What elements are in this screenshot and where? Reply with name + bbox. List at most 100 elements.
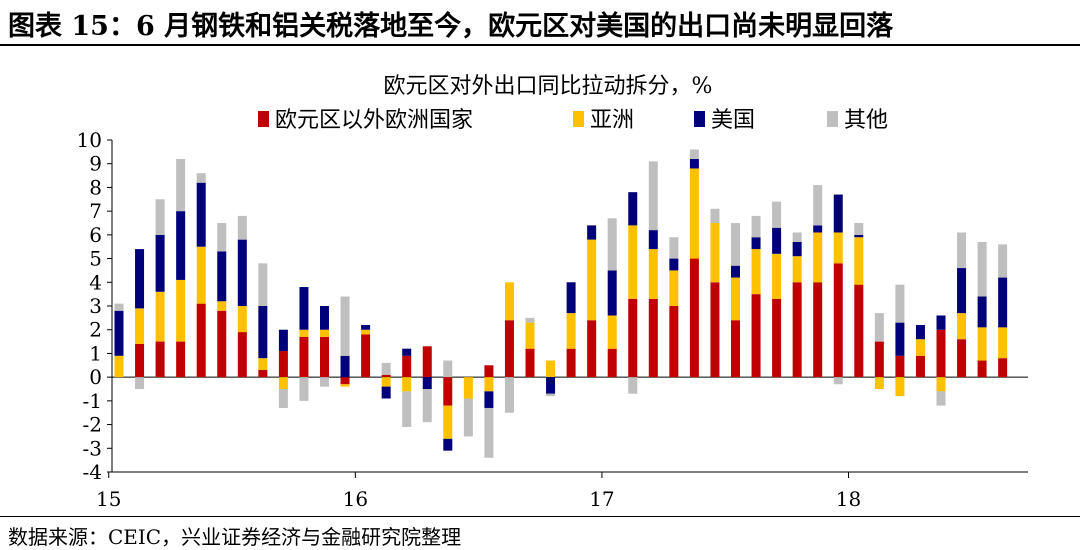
legend-label-3: 其他: [844, 108, 888, 133]
y-tick-label: 6: [89, 223, 102, 247]
bar-segment: [258, 370, 268, 378]
bar-segment: [443, 438, 453, 451]
bar-segment: [936, 315, 946, 330]
bar-segment: [628, 225, 638, 299]
bar-segment: [176, 341, 186, 378]
bar-segment: [299, 287, 309, 330]
bar-segment: [936, 377, 946, 392]
bar-segment: [196, 246, 206, 304]
bar-segment: [731, 265, 740, 278]
y-tick-label: 4: [89, 270, 102, 294]
bar-segment: [217, 301, 227, 311]
bar-segment: [114, 310, 124, 356]
bar-segment: [772, 201, 782, 228]
bar-segment: [710, 223, 720, 283]
bar-segment: [977, 360, 987, 378]
x-tick-label: 17: [589, 487, 614, 511]
bar-segment: [155, 199, 165, 235]
bar-segment: [299, 377, 309, 401]
legend-label-2: 美国: [711, 108, 755, 133]
bar-segment: [340, 384, 350, 387]
legend-swatch-3: [827, 111, 838, 127]
bar-segment: [833, 263, 843, 378]
legend: 欧元区以外欧洲国家 亚洲 美国 其他: [258, 108, 888, 133]
legend-label-0: 欧元区以外欧洲国家: [275, 108, 473, 133]
bar-segment: [504, 320, 514, 378]
bar-segment: [689, 149, 699, 159]
bar-segment: [237, 239, 247, 306]
x-tick-label: 15: [96, 487, 121, 511]
bar-segment: [751, 215, 761, 238]
bar-segment: [525, 317, 535, 323]
bar-segment: [278, 329, 288, 352]
bar-segment: [114, 355, 124, 378]
bar-segment: [628, 377, 638, 394]
x-tick-label: 18: [836, 487, 861, 511]
bar-segment: [628, 298, 638, 378]
bar-segment: [792, 232, 802, 242]
bar-segment: [669, 258, 679, 271]
stacked-bar-chart: 欧元区对外出口同比拉动拆分，% 欧元区以外欧洲国家 亚洲 美国 其他 -4-3-2-1…: [77, 74, 1028, 511]
bar-segment: [402, 348, 412, 356]
bar-segment: [833, 377, 843, 385]
bar-segment: [772, 227, 782, 254]
bar-segment: [957, 313, 967, 340]
bar-segment: [320, 329, 329, 337]
bar-segment: [669, 306, 679, 378]
bar-segment: [874, 341, 884, 378]
bar-segment: [854, 223, 864, 235]
bar-segment: [278, 351, 288, 378]
bars: [114, 149, 1008, 458]
bar-segment: [854, 237, 864, 285]
bar-segment: [977, 241, 987, 297]
bar-segment: [525, 348, 535, 378]
bar-segment: [463, 398, 473, 437]
bar-segment: [361, 334, 371, 378]
bar-segment: [258, 306, 268, 359]
bar-segment: [340, 377, 350, 385]
bar-segment: [648, 161, 658, 231]
bar-segment: [217, 251, 227, 302]
bar-segment: [833, 232, 843, 264]
y-tick-label: 10: [77, 128, 102, 152]
bar-segment: [689, 158, 699, 169]
bar-segment: [915, 339, 925, 356]
bar-segment: [443, 377, 453, 406]
bar-segment: [135, 377, 145, 389]
bar-segment: [874, 313, 884, 342]
bar-segment: [484, 391, 494, 408]
bar-segment: [155, 234, 165, 292]
bar-segment: [278, 389, 288, 408]
bar-segment: [998, 358, 1008, 378]
bar-segment: [607, 218, 617, 271]
bar-segment: [258, 358, 268, 371]
bar-segment: [587, 225, 597, 240]
bar-segment: [689, 168, 699, 259]
bar-segment: [895, 377, 905, 397]
legend-label-1: 亚洲: [590, 108, 634, 133]
bar-segment: [566, 282, 576, 314]
bar-segment: [751, 237, 761, 250]
bar-segment: [648, 298, 658, 378]
bar-segment: [258, 263, 268, 306]
bar-segment: [607, 270, 617, 316]
bar-segment: [669, 270, 679, 306]
source-note: 数据来源：CEIC，兴业证券经济与金融研究院整理: [8, 525, 462, 549]
y-tick-label: -3: [83, 436, 102, 460]
bar-segment: [504, 282, 514, 321]
bar-segment: [217, 223, 227, 252]
bar-segment: [340, 355, 350, 378]
bar-segment: [566, 348, 576, 378]
bar-segment: [237, 332, 247, 378]
bar-segment: [381, 362, 391, 375]
bar-segment: [731, 277, 740, 321]
bar-segment: [422, 346, 432, 378]
bar-segment: [484, 407, 494, 458]
bar-segment: [731, 320, 740, 378]
legend-swatch-1: [573, 111, 584, 127]
bar-segment: [135, 249, 145, 309]
y-tick-label: -1: [83, 389, 102, 413]
bar-segment: [196, 303, 206, 378]
bar-segment: [731, 223, 740, 266]
bar-segment: [915, 355, 925, 378]
